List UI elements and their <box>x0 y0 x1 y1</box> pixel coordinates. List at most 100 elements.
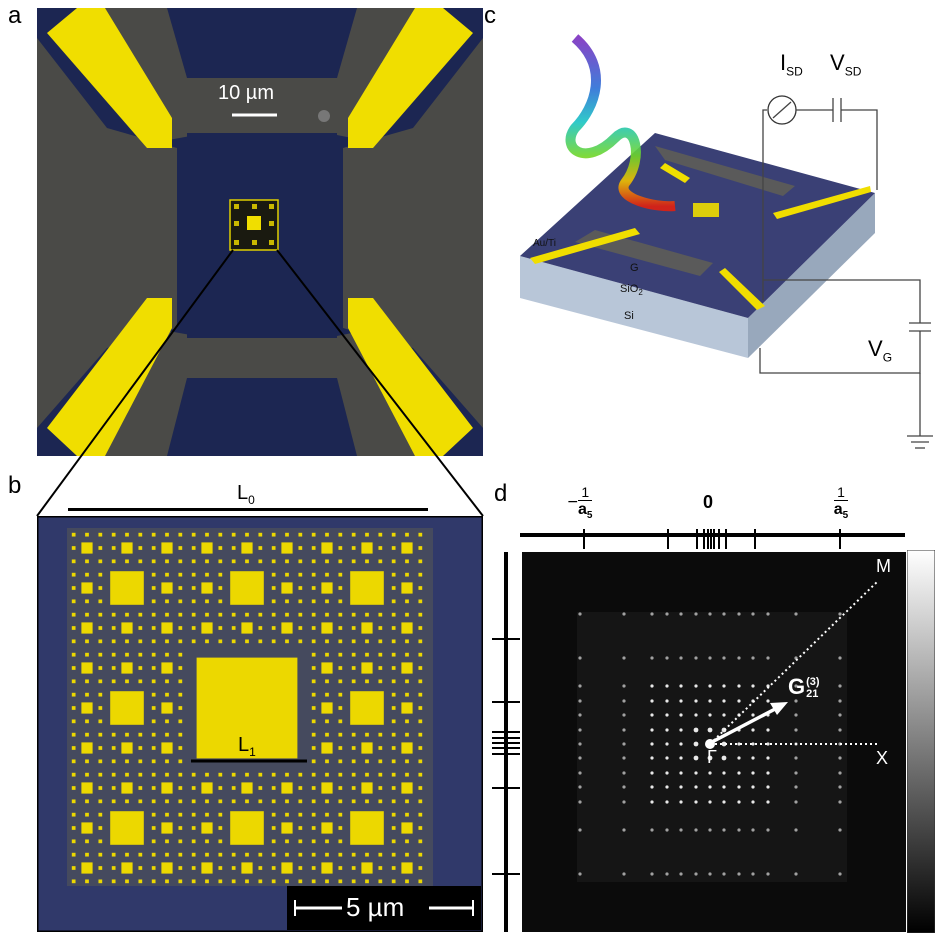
carpet-square <box>85 812 89 817</box>
fft-peak <box>679 656 683 660</box>
fft-peak <box>721 755 727 761</box>
carpet-square <box>151 666 156 670</box>
carpet-square <box>271 572 276 577</box>
fft-peak <box>707 727 713 733</box>
carpet-square <box>311 799 316 804</box>
fft-peak <box>650 828 654 832</box>
carpet-square <box>391 546 396 550</box>
fft-peak <box>838 612 842 616</box>
carpet-square <box>125 679 129 684</box>
carpet-square <box>351 546 356 550</box>
carpet-square <box>98 692 103 697</box>
carpet-square <box>71 732 76 737</box>
carpet-square <box>338 559 343 564</box>
fft-peak <box>766 699 770 703</box>
carpet-square <box>191 879 196 884</box>
panel-d-tick-zero: 0 <box>703 492 714 512</box>
carpet-square <box>178 799 183 804</box>
carpet-square <box>71 679 76 684</box>
carpet-square <box>378 626 383 630</box>
carpet-square <box>178 692 183 697</box>
carpet-square <box>85 652 89 657</box>
fft-peak <box>794 699 798 703</box>
carpet-square <box>321 542 333 554</box>
fft-peak <box>622 684 626 688</box>
carpet-square <box>178 879 183 884</box>
carpet-square <box>351 786 356 790</box>
carpet-square <box>391 866 396 870</box>
carpet-square <box>311 866 316 870</box>
fft-peak <box>578 612 582 616</box>
carpet-square <box>111 732 116 737</box>
carpet-square <box>81 862 93 874</box>
fft-peak <box>665 785 669 789</box>
carpet-square <box>245 772 249 777</box>
fft-peak <box>650 728 654 732</box>
carpet-square <box>98 706 103 710</box>
carpet-square <box>298 559 303 564</box>
carpet-square <box>405 879 409 884</box>
carpet-square <box>111 626 116 630</box>
carpet-square <box>218 572 223 577</box>
carpet-square <box>325 799 329 804</box>
carpet-square <box>418 572 423 577</box>
carpet-square <box>271 826 276 830</box>
carpet-square <box>218 559 223 564</box>
panel-c-layer-auti: Au/Ti <box>533 238 556 249</box>
carpet-square <box>151 812 156 817</box>
fft-peak <box>766 742 770 746</box>
carpet-square <box>365 879 369 884</box>
carpet-square <box>231 799 236 804</box>
carpet-square <box>81 702 93 714</box>
carpet-square <box>121 862 133 874</box>
carpet-square <box>85 639 89 644</box>
carpet-square <box>191 612 196 617</box>
fft-peak <box>694 800 698 804</box>
carpet-square <box>191 626 196 630</box>
carpet-square <box>85 559 89 564</box>
carpet-square <box>338 572 343 577</box>
fft-peak <box>707 755 713 761</box>
carpet-square <box>71 839 76 844</box>
carpet-square <box>351 532 356 537</box>
fft-peak <box>693 755 699 761</box>
carpet-square <box>285 839 289 844</box>
panel-d-tick-pos: 1 a5 <box>833 484 849 522</box>
carpet-square <box>351 639 356 644</box>
carpet-square <box>85 692 89 697</box>
fft-peak <box>794 612 798 616</box>
carpet-square <box>378 732 383 737</box>
carpet-square <box>98 759 103 764</box>
carpet-square <box>361 662 373 674</box>
carpet-square <box>338 852 343 857</box>
carpet-square <box>325 639 329 644</box>
fft-peak <box>766 771 770 775</box>
carpet-square <box>71 692 76 697</box>
carpet-square <box>98 866 103 870</box>
carpet-square <box>151 572 156 577</box>
carpet-square <box>218 799 223 804</box>
carpet-square <box>191 639 196 644</box>
carpet-square <box>98 772 103 777</box>
carpet-square <box>325 692 329 697</box>
carpet-square <box>85 759 89 764</box>
carpet-square <box>178 532 183 537</box>
carpet-square <box>165 772 169 777</box>
carpet-square <box>81 622 93 634</box>
carpet-square <box>151 612 156 617</box>
carpet-square <box>98 612 103 617</box>
carpet-square <box>165 759 169 764</box>
carpet-square <box>418 746 423 750</box>
fft-peak <box>838 771 842 775</box>
fft-peak <box>578 800 582 804</box>
carpet-square <box>165 839 169 844</box>
carpet-square <box>138 546 143 550</box>
carpet-square <box>401 662 413 674</box>
carpet-square <box>178 706 183 710</box>
fft-peak <box>737 684 741 688</box>
carpet-square <box>298 866 303 870</box>
carpet-square <box>71 759 76 764</box>
carpet-square <box>151 586 156 590</box>
panel-b-scalebar-label: 5 µm <box>346 892 405 922</box>
carpet-square <box>378 652 383 657</box>
